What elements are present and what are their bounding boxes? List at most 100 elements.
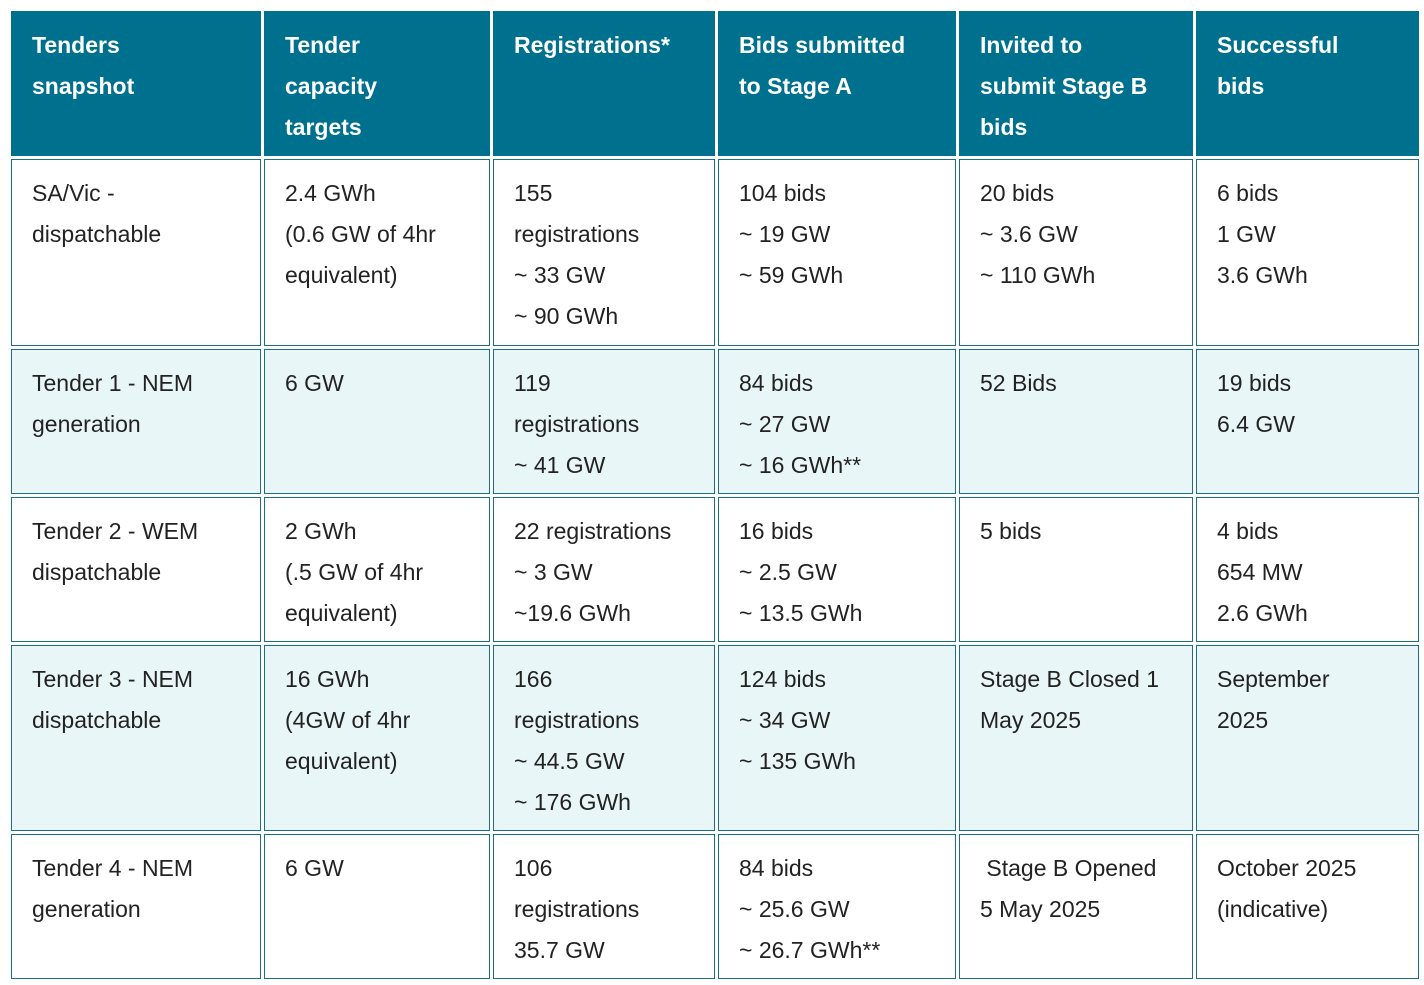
cell-text-line: ~ 34 GW bbox=[739, 707, 831, 733]
table-cell-invited-stage-b: Stage B Opened 5 May 2025 bbox=[959, 834, 1193, 979]
cell-text-line: 2025 bbox=[1217, 707, 1269, 733]
table-cell-successful-bids: September 2025 bbox=[1196, 645, 1419, 831]
cell-text-line: 2 GWh bbox=[285, 518, 357, 544]
cell-text-line: Stage B Closed 1 bbox=[980, 666, 1160, 692]
table-cell-registrations: 22 registrations ~ 3 GW ~19.6 GWh bbox=[493, 497, 715, 642]
cell-text-line: registrations bbox=[514, 411, 640, 437]
cell-text-line: ~ 41 GW bbox=[514, 452, 606, 478]
cell-text-line: 6 GW bbox=[285, 855, 344, 881]
cell-text-line: generation bbox=[32, 896, 141, 922]
cell-text-line: October 2025 bbox=[1217, 855, 1357, 881]
table-cell-tender-capacity-targets: 6 GW bbox=[264, 349, 490, 494]
column-header-registrations: Registrations* bbox=[493, 11, 715, 156]
cell-text-line: ~ 110 GWh bbox=[980, 262, 1096, 288]
cell-text-line: ~ 135 GWh bbox=[739, 748, 856, 774]
table-cell-invited-stage-b: 52 Bids bbox=[959, 349, 1193, 494]
column-header-bids-submitted-stage-a: Bids submitted to Stage A bbox=[718, 11, 956, 156]
cell-text-line: 5 May 2025 bbox=[980, 896, 1101, 922]
cell-text-line: 22 registrations bbox=[514, 518, 672, 544]
table-cell-bids-submitted-stage-a: 16 bids ~ 2.5 GW ~ 13.5 GWh bbox=[718, 497, 956, 642]
cell-text-line: 6.4 GW bbox=[1217, 411, 1295, 437]
cell-text-line: ~ 25.6 GW bbox=[739, 896, 850, 922]
cell-text-line: 20 bids bbox=[980, 180, 1055, 206]
table-row: Tender 1 - NEM generation 6 GW 119 registrat… bbox=[11, 349, 1419, 494]
cell-text-line: 106 bbox=[514, 855, 553, 881]
header-text-line: capacity bbox=[285, 73, 378, 99]
cell-text-line: ~ 3 GW bbox=[514, 559, 593, 585]
table-cell-successful-bids: October 2025 (indicative) bbox=[1196, 834, 1419, 979]
cell-text-line: September bbox=[1217, 666, 1330, 692]
header-text-line: Registrations* bbox=[514, 32, 670, 58]
table-cell-invited-stage-b: 20 bids ~ 3.6 GW ~ 110 GWh bbox=[959, 159, 1193, 346]
table-cell-registrations: 155 registrations ~ 33 GW ~ 90 GWh bbox=[493, 159, 715, 346]
table-body: SA/Vic - dispatchable 2.4 GWh (0.6 GW of 4h… bbox=[11, 159, 1419, 979]
cell-text-line: 19 bids bbox=[1217, 370, 1292, 396]
table-cell-invited-stage-b: Stage B Closed 1 May 2025 bbox=[959, 645, 1193, 831]
cell-text-line: 155 bbox=[514, 180, 553, 206]
cell-text-line: 6 bids bbox=[1217, 180, 1279, 206]
table-cell-tenders-snapshot: Tender 1 - NEM generation bbox=[11, 349, 261, 494]
cell-text-line: Stage B Opened bbox=[980, 855, 1157, 881]
table-cell-registrations: 106 registrations 35.7 GW bbox=[493, 834, 715, 979]
cell-text-line: 16 bids bbox=[739, 518, 814, 544]
cell-text-line: 4 bids bbox=[1217, 518, 1279, 544]
header-text-line: targets bbox=[285, 114, 362, 140]
table-cell-invited-stage-b: 5 bids bbox=[959, 497, 1193, 642]
cell-text-line: 16 GWh bbox=[285, 666, 370, 692]
cell-text-line: 2.6 GWh bbox=[1217, 600, 1308, 626]
cell-text-line: Tender 1 - NEM bbox=[32, 370, 194, 396]
cell-text-line: SA/Vic - bbox=[32, 180, 115, 206]
cell-text-line: ~ 19 GW bbox=[739, 221, 831, 247]
header-text-line: Invited to bbox=[980, 32, 1083, 58]
cell-text-line: equivalent) bbox=[285, 600, 398, 626]
cell-text-line: 124 bids bbox=[739, 666, 826, 692]
cell-text-line: ~ 59 GWh bbox=[739, 262, 844, 288]
cell-text-line: ~ 16 GWh** bbox=[739, 452, 862, 478]
cell-text-line: dispatchable bbox=[32, 559, 162, 585]
table-cell-bids-submitted-stage-a: 124 bids ~ 34 GW ~ 135 GWh bbox=[718, 645, 956, 831]
header-text-line: Successful bbox=[1217, 32, 1339, 58]
table-cell-tenders-snapshot: Tender 3 - NEM dispatchable bbox=[11, 645, 261, 831]
tenders-snapshot-table: Tenders snapshot Tender capacity targets Regi… bbox=[8, 8, 1422, 982]
table-cell-tender-capacity-targets: 2 GWh (.5 GW of 4hr equivalent) bbox=[264, 497, 490, 642]
cell-text-line: ~ 176 GWh bbox=[514, 789, 631, 815]
table-header-row: Tenders snapshot Tender capacity targets Regi… bbox=[11, 11, 1419, 156]
cell-text-line: dispatchable bbox=[32, 221, 162, 247]
cell-text-line: 84 bids bbox=[739, 855, 814, 881]
cell-text-line: ~ 3.6 GW bbox=[980, 221, 1078, 247]
table-cell-tender-capacity-targets: 16 GWh (4GW of 4hr equivalent) bbox=[264, 645, 490, 831]
header-text-line: Tender bbox=[285, 32, 360, 58]
cell-text-line: equivalent) bbox=[285, 262, 398, 288]
table-cell-bids-submitted-stage-a: 84 bids ~ 27 GW ~ 16 GWh** bbox=[718, 349, 956, 494]
cell-text-line: (0.6 GW of 4hr bbox=[285, 221, 436, 247]
table-cell-successful-bids: 4 bids 654 MW 2.6 GWh bbox=[1196, 497, 1419, 642]
cell-text-line: ~ 2.5 GW bbox=[739, 559, 837, 585]
header-text-line: to Stage A bbox=[739, 73, 852, 99]
table-cell-successful-bids: 19 bids 6.4 GW bbox=[1196, 349, 1419, 494]
cell-text-line: 3.6 GWh bbox=[1217, 262, 1308, 288]
cell-text-line: generation bbox=[32, 411, 141, 437]
cell-text-line: registrations bbox=[514, 707, 640, 733]
table-cell-tender-capacity-targets: 2.4 GWh (0.6 GW of 4hr equivalent) bbox=[264, 159, 490, 346]
table-cell-successful-bids: 6 bids 1 GW 3.6 GWh bbox=[1196, 159, 1419, 346]
cell-text-line: registrations bbox=[514, 221, 640, 247]
cell-text-line: ~ 33 GW bbox=[514, 262, 606, 288]
cell-text-line: 166 bbox=[514, 666, 553, 692]
table-row: Tender 2 - WEM dispatchable 2 GWh (.5 GW of… bbox=[11, 497, 1419, 642]
cell-text-line: Tender 2 - WEM bbox=[32, 518, 199, 544]
header-text-line: submit Stage B bbox=[980, 73, 1148, 99]
cell-text-line: ~ 13.5 GWh bbox=[739, 600, 863, 626]
cell-text-line: equivalent) bbox=[285, 748, 398, 774]
cell-text-line: registrations bbox=[514, 896, 640, 922]
table-cell-bids-submitted-stage-a: 84 bids ~ 25.6 GW ~ 26.7 GWh** bbox=[718, 834, 956, 979]
cell-text-line: May 2025 bbox=[980, 707, 1082, 733]
table-cell-bids-submitted-stage-a: 104 bids ~ 19 GW ~ 59 GWh bbox=[718, 159, 956, 346]
cell-text-line: 119 bbox=[514, 370, 551, 396]
table-cell-registrations: 166 registrations ~ 44.5 GW ~ 176 GWh bbox=[493, 645, 715, 831]
cell-text-line: 1 GW bbox=[1217, 221, 1276, 247]
table-cell-tenders-snapshot: SA/Vic - dispatchable bbox=[11, 159, 261, 346]
header-text-line: Tenders bbox=[32, 32, 120, 58]
column-header-invited-stage-b: Invited to submit Stage B bids bbox=[959, 11, 1193, 156]
table-row: SA/Vic - dispatchable 2.4 GWh (0.6 GW of 4h… bbox=[11, 159, 1419, 346]
cell-text-line: dispatchable bbox=[32, 707, 162, 733]
